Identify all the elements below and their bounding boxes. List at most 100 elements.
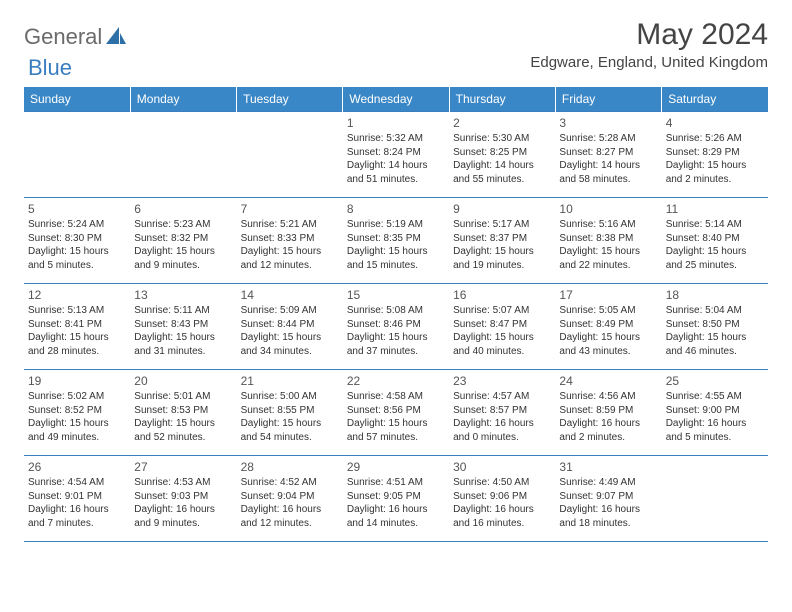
day-number: 11 — [666, 201, 764, 217]
day-cell: 17Sunrise: 5:05 AMSunset: 8:49 PMDayligh… — [555, 284, 661, 370]
day-number: 16 — [453, 287, 551, 303]
sunset-text: Sunset: 8:41 PM — [28, 318, 126, 332]
sunrise-text: Sunrise: 4:55 AM — [666, 390, 764, 404]
day-number: 21 — [241, 373, 339, 389]
day-number: 8 — [347, 201, 445, 217]
day-number: 14 — [241, 287, 339, 303]
daylight-text: Daylight: 16 hours and 2 minutes. — [559, 417, 657, 444]
day-header-tuesday: Tuesday — [237, 87, 343, 112]
sunrise-text: Sunrise: 4:54 AM — [28, 476, 126, 490]
day-number: 1 — [347, 115, 445, 131]
sunset-text: Sunset: 8:30 PM — [28, 232, 126, 246]
daylight-text: Daylight: 15 hours and 49 minutes. — [28, 417, 126, 444]
empty-cell — [24, 112, 130, 198]
sunrise-text: Sunrise: 4:51 AM — [347, 476, 445, 490]
sunset-text: Sunset: 8:49 PM — [559, 318, 657, 332]
sunrise-text: Sunrise: 5:32 AM — [347, 132, 445, 146]
daylight-text: Daylight: 15 hours and 46 minutes. — [666, 331, 764, 358]
day-number: 18 — [666, 287, 764, 303]
sunset-text: Sunset: 8:27 PM — [559, 146, 657, 160]
daylight-text: Daylight: 15 hours and 34 minutes. — [241, 331, 339, 358]
logo: General — [24, 24, 128, 50]
daylight-text: Daylight: 14 hours and 58 minutes. — [559, 159, 657, 186]
daylight-text: Daylight: 14 hours and 51 minutes. — [347, 159, 445, 186]
day-cell: 15Sunrise: 5:08 AMSunset: 8:46 PMDayligh… — [343, 284, 449, 370]
day-cell: 1Sunrise: 5:32 AMSunset: 8:24 PMDaylight… — [343, 112, 449, 198]
day-number: 5 — [28, 201, 126, 217]
sunrise-text: Sunrise: 5:16 AM — [559, 218, 657, 232]
day-number: 31 — [559, 459, 657, 475]
day-cell: 27Sunrise: 4:53 AMSunset: 9:03 PMDayligh… — [130, 456, 236, 542]
sunrise-text: Sunrise: 4:56 AM — [559, 390, 657, 404]
day-number: 2 — [453, 115, 551, 131]
daylight-text: Daylight: 15 hours and 31 minutes. — [134, 331, 232, 358]
sunset-text: Sunset: 8:43 PM — [134, 318, 232, 332]
day-cell: 3Sunrise: 5:28 AMSunset: 8:27 PMDaylight… — [555, 112, 661, 198]
sunset-text: Sunset: 9:06 PM — [453, 490, 551, 504]
daylight-text: Daylight: 15 hours and 37 minutes. — [347, 331, 445, 358]
sunrise-text: Sunrise: 5:21 AM — [241, 218, 339, 232]
day-header-friday: Friday — [555, 87, 661, 112]
week-row: 12Sunrise: 5:13 AMSunset: 8:41 PMDayligh… — [24, 284, 768, 370]
day-number: 29 — [347, 459, 445, 475]
logo-text-general: General — [24, 24, 102, 50]
day-cell: 13Sunrise: 5:11 AMSunset: 8:43 PMDayligh… — [130, 284, 236, 370]
daylight-text: Daylight: 15 hours and 28 minutes. — [28, 331, 126, 358]
title-block: May 2024 Edgware, England, United Kingdo… — [530, 18, 768, 71]
day-header-sunday: Sunday — [24, 87, 130, 112]
daylight-text: Daylight: 15 hours and 57 minutes. — [347, 417, 445, 444]
day-number: 3 — [559, 115, 657, 131]
sunset-text: Sunset: 8:33 PM — [241, 232, 339, 246]
sunset-text: Sunset: 9:05 PM — [347, 490, 445, 504]
location-label: Edgware, England, United Kingdom — [530, 54, 768, 71]
empty-cell — [662, 456, 768, 542]
daylight-text: Daylight: 16 hours and 16 minutes. — [453, 503, 551, 530]
sunrise-text: Sunrise: 5:04 AM — [666, 304, 764, 318]
sunset-text: Sunset: 8:47 PM — [453, 318, 551, 332]
calendar-body: 1Sunrise: 5:32 AMSunset: 8:24 PMDaylight… — [24, 112, 768, 542]
day-cell: 24Sunrise: 4:56 AMSunset: 8:59 PMDayligh… — [555, 370, 661, 456]
sunset-text: Sunset: 9:01 PM — [28, 490, 126, 504]
day-cell: 19Sunrise: 5:02 AMSunset: 8:52 PMDayligh… — [24, 370, 130, 456]
day-number: 30 — [453, 459, 551, 475]
day-header-wednesday: Wednesday — [343, 87, 449, 112]
day-number: 9 — [453, 201, 551, 217]
day-number: 7 — [241, 201, 339, 217]
day-cell: 8Sunrise: 5:19 AMSunset: 8:35 PMDaylight… — [343, 198, 449, 284]
sunrise-text: Sunrise: 5:30 AM — [453, 132, 551, 146]
daylight-text: Daylight: 15 hours and 22 minutes. — [559, 245, 657, 272]
logo-sail-icon — [106, 27, 126, 50]
daylight-text: Daylight: 15 hours and 19 minutes. — [453, 245, 551, 272]
day-cell: 14Sunrise: 5:09 AMSunset: 8:44 PMDayligh… — [237, 284, 343, 370]
empty-cell — [237, 112, 343, 198]
day-header-row: SundayMondayTuesdayWednesdayThursdayFrid… — [24, 87, 768, 112]
daylight-text: Daylight: 15 hours and 15 minutes. — [347, 245, 445, 272]
day-cell: 2Sunrise: 5:30 AMSunset: 8:25 PMDaylight… — [449, 112, 555, 198]
sunset-text: Sunset: 8:55 PM — [241, 404, 339, 418]
day-number: 22 — [347, 373, 445, 389]
day-cell: 26Sunrise: 4:54 AMSunset: 9:01 PMDayligh… — [24, 456, 130, 542]
day-cell: 9Sunrise: 5:17 AMSunset: 8:37 PMDaylight… — [449, 198, 555, 284]
sunrise-text: Sunrise: 5:13 AM — [28, 304, 126, 318]
sunrise-text: Sunrise: 4:49 AM — [559, 476, 657, 490]
sunrise-text: Sunrise: 5:00 AM — [241, 390, 339, 404]
day-number: 25 — [666, 373, 764, 389]
day-header-thursday: Thursday — [449, 87, 555, 112]
calendar-page: General May 2024 Edgware, England, Unite… — [0, 0, 792, 552]
sunrise-text: Sunrise: 5:11 AM — [134, 304, 232, 318]
sunrise-text: Sunrise: 5:26 AM — [666, 132, 764, 146]
sunrise-text: Sunrise: 4:57 AM — [453, 390, 551, 404]
sunrise-text: Sunrise: 4:53 AM — [134, 476, 232, 490]
day-cell: 11Sunrise: 5:14 AMSunset: 8:40 PMDayligh… — [662, 198, 768, 284]
daylight-text: Daylight: 15 hours and 2 minutes. — [666, 159, 764, 186]
sunrise-text: Sunrise: 5:23 AM — [134, 218, 232, 232]
day-number: 26 — [28, 459, 126, 475]
day-number: 12 — [28, 287, 126, 303]
sunrise-text: Sunrise: 5:24 AM — [28, 218, 126, 232]
sunset-text: Sunset: 8:29 PM — [666, 146, 764, 160]
sunset-text: Sunset: 8:32 PM — [134, 232, 232, 246]
day-cell: 10Sunrise: 5:16 AMSunset: 8:38 PMDayligh… — [555, 198, 661, 284]
calendar-table: SundayMondayTuesdayWednesdayThursdayFrid… — [24, 87, 768, 542]
sunset-text: Sunset: 8:52 PM — [28, 404, 126, 418]
sunset-text: Sunset: 9:04 PM — [241, 490, 339, 504]
